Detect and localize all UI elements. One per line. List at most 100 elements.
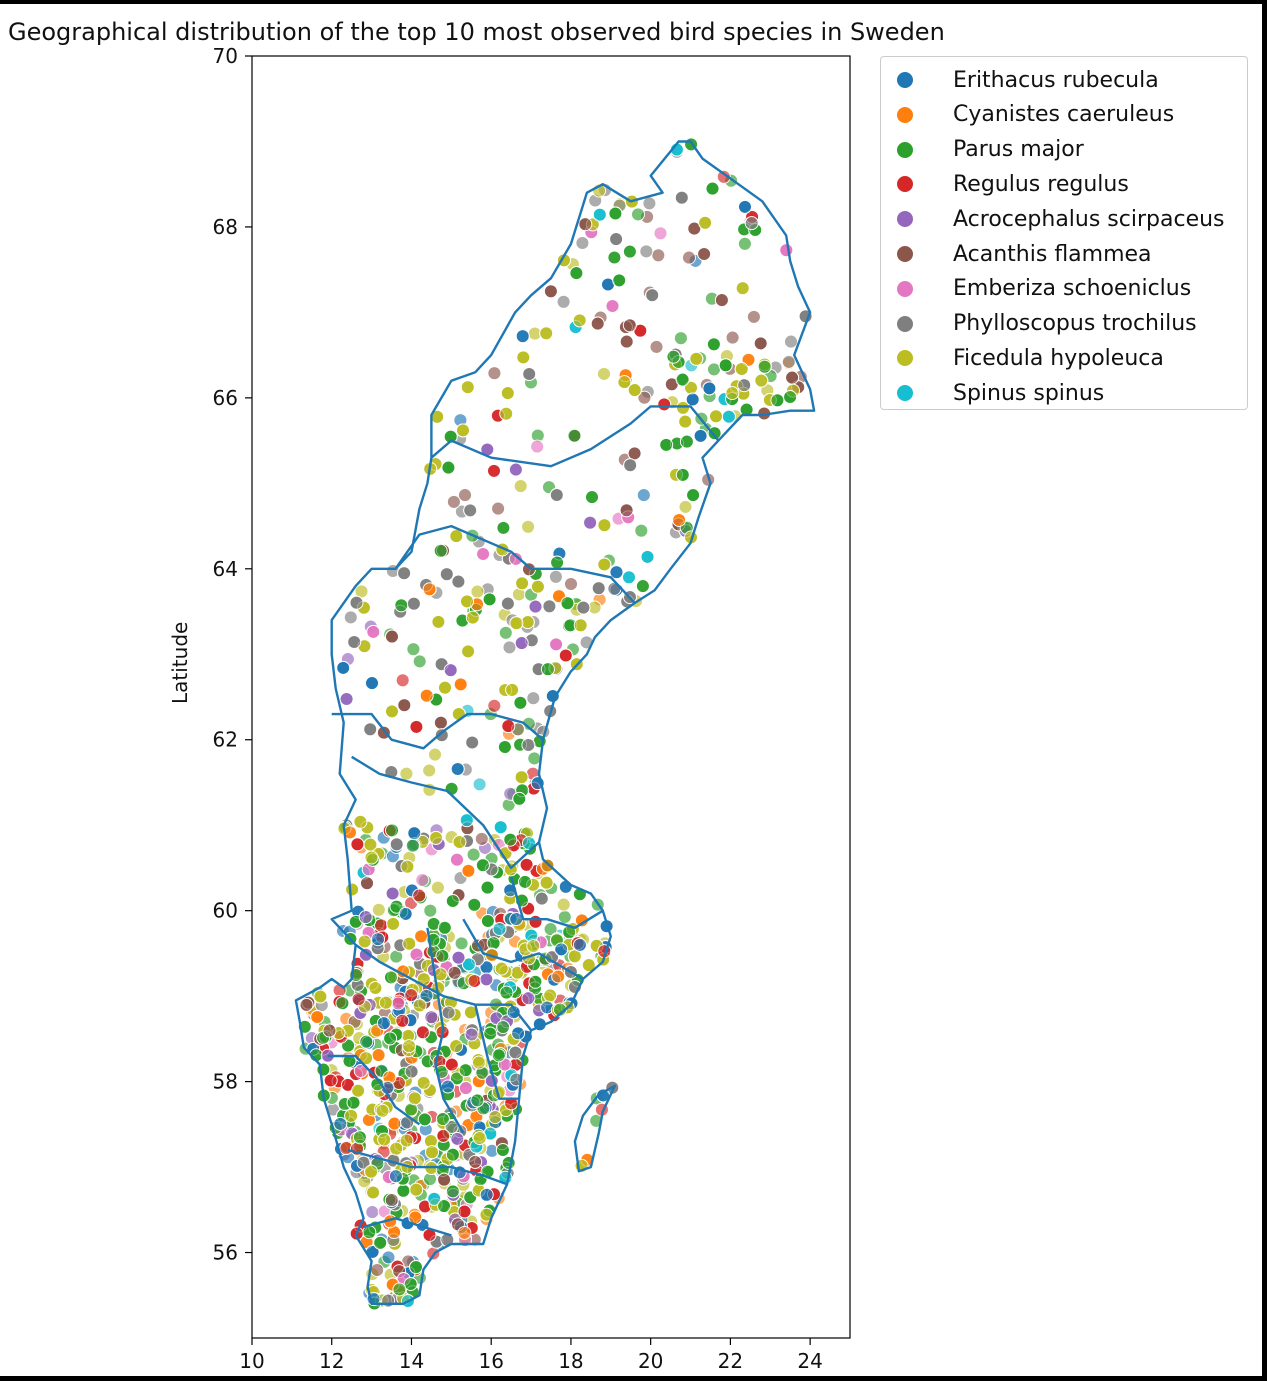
x-axis: 10 12 14 16 18 20 22 24 <box>239 1338 823 1373</box>
data-point <box>323 1073 338 1088</box>
data-point <box>483 1026 498 1041</box>
region-border <box>355 943 533 1032</box>
legend-marker <box>897 246 913 262</box>
data-point <box>564 577 578 591</box>
data-point <box>407 1091 422 1106</box>
data-point <box>405 838 420 853</box>
data-point <box>627 383 642 398</box>
data-point <box>353 814 368 829</box>
data-point <box>640 549 655 564</box>
data-point <box>511 1026 526 1041</box>
data-point <box>447 965 462 980</box>
data-point <box>449 1039 464 1054</box>
data-point <box>472 1131 487 1146</box>
data-point <box>310 1010 325 1024</box>
data-point <box>578 217 593 232</box>
data-point <box>344 1108 359 1123</box>
data-point <box>617 375 632 390</box>
data-point <box>560 596 575 611</box>
data-point <box>356 1155 371 1170</box>
data-point <box>744 216 759 231</box>
data-point <box>467 974 482 988</box>
data-point <box>682 250 696 265</box>
data-point <box>558 879 573 894</box>
data-point <box>513 479 528 494</box>
y-axis-label: Latitude <box>168 621 192 704</box>
data-point <box>597 366 611 381</box>
region-border <box>509 876 604 929</box>
data-point <box>521 991 536 1006</box>
data-point <box>590 316 605 331</box>
data-point <box>693 428 708 443</box>
legend-marker <box>897 280 913 297</box>
legend-label: Acrocephalus scirpaceus <box>953 206 1225 232</box>
data-point <box>397 566 412 581</box>
data-point <box>437 1199 452 1214</box>
data-point <box>381 1293 396 1308</box>
data-point <box>474 831 489 846</box>
data-point <box>406 642 421 657</box>
data-point <box>702 381 717 396</box>
data-point <box>409 719 424 734</box>
data-point <box>471 1055 486 1070</box>
data-point <box>299 997 314 1012</box>
data-point <box>445 1184 460 1199</box>
data-point <box>705 181 720 196</box>
data-point <box>364 850 379 865</box>
data-point <box>467 897 482 912</box>
data-point <box>746 309 761 324</box>
data-point <box>381 1250 396 1265</box>
data-point <box>412 654 427 669</box>
data-point <box>622 570 636 585</box>
data-point <box>612 273 627 288</box>
data-point <box>365 676 379 691</box>
legend: Erithacus rubecula Cyanistes caeruleus Par… <box>880 56 1248 410</box>
x-tick-label: 16 <box>478 1349 503 1373</box>
data-point <box>431 614 446 629</box>
data-point <box>491 501 506 516</box>
data-point <box>399 1133 414 1148</box>
data-point <box>689 351 704 366</box>
data-point <box>415 1025 430 1040</box>
data-point <box>530 579 545 594</box>
legend-item: Phylloscopus trochilus <box>897 309 1197 339</box>
legend-marker <box>897 72 913 88</box>
y-tick-label: 68 <box>213 215 238 239</box>
data-point <box>508 462 523 477</box>
data-point <box>501 1155 516 1170</box>
data-point <box>395 1013 410 1028</box>
y-tick-label: 56 <box>213 1241 238 1265</box>
data-point <box>631 207 645 222</box>
data-point <box>351 992 366 1007</box>
data-point <box>339 692 354 706</box>
legend-label: Emberiza schoeniclus <box>953 276 1192 302</box>
data-point <box>781 354 796 369</box>
data-point <box>458 488 472 503</box>
data-point <box>675 467 690 482</box>
data-point <box>427 1191 442 1206</box>
data-point <box>707 362 721 377</box>
legend-item: Acrocephalus scirpaceus <box>897 204 1225 234</box>
data-point <box>438 680 452 695</box>
data-point <box>422 763 437 778</box>
data-point <box>619 503 634 518</box>
data-point <box>500 386 515 401</box>
data-point <box>461 957 476 972</box>
legend-label: Regulus regulus <box>953 171 1129 197</box>
data-point <box>441 460 456 475</box>
data-point <box>675 372 690 387</box>
region-border <box>327 1054 421 1126</box>
data-point <box>550 555 565 570</box>
data-point <box>434 728 449 743</box>
data-point <box>351 1083 366 1098</box>
data-point <box>539 875 554 890</box>
data-point <box>387 1116 402 1131</box>
data-point <box>542 599 557 614</box>
data-point <box>419 988 434 1003</box>
data-point <box>528 974 543 989</box>
data-point <box>433 543 448 558</box>
data-point <box>636 488 651 503</box>
data-point <box>383 1031 398 1046</box>
data-point <box>449 1071 464 1086</box>
data-point <box>597 518 612 533</box>
